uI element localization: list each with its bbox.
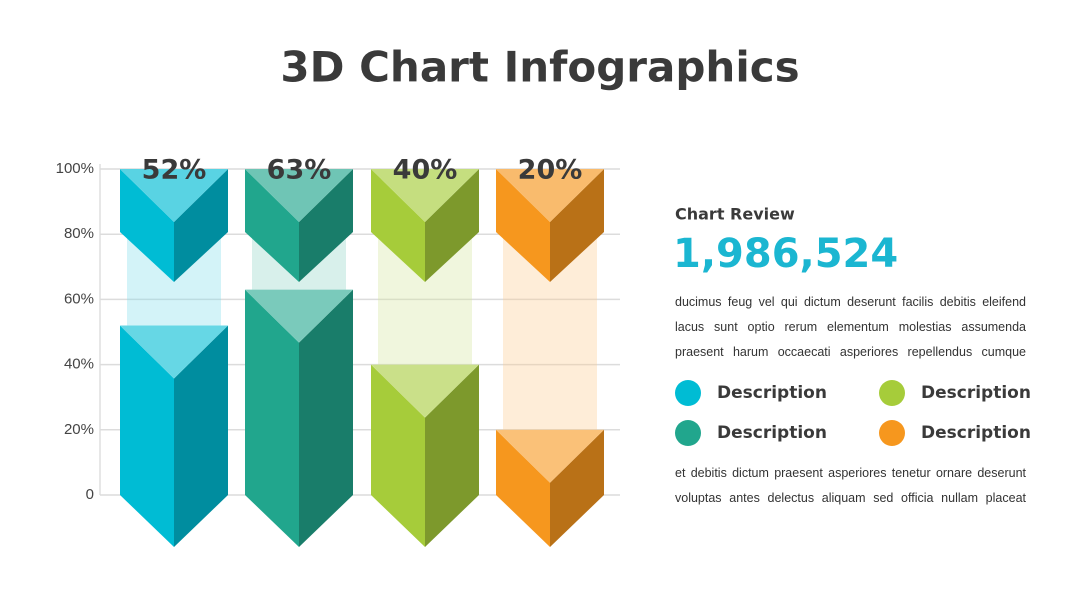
bar-cap-left — [245, 169, 299, 282]
bar-right — [174, 325, 228, 547]
bar-cap-top — [245, 169, 353, 222]
legend-label: Description — [921, 423, 1031, 443]
value-label: 52% — [142, 155, 207, 186]
text-line: praesent harum occaecati asperiores repe… — [675, 345, 1026, 359]
bar-group — [371, 169, 479, 547]
bar-cap-top — [496, 169, 604, 222]
bar-right — [299, 289, 353, 547]
y-tick-label: 0 — [86, 486, 94, 503]
panel-total: 1,986,524 — [673, 231, 898, 277]
bar-left — [496, 429, 550, 547]
legend-swatch — [675, 380, 701, 406]
bar-cap-top — [120, 169, 228, 222]
bar-group — [245, 169, 353, 547]
legend-label: Description — [717, 383, 827, 403]
legend-swatch — [879, 420, 905, 446]
y-tick-label: 80% — [64, 225, 94, 242]
y-tick-label: 40% — [64, 356, 94, 373]
panel-heading: Chart Review — [675, 205, 795, 224]
panel-note: et debitis dictum praesent asperiores te… — [675, 461, 1026, 511]
legend-label: Description — [717, 423, 827, 443]
bar-top — [371, 364, 479, 418]
legend-swatch — [675, 420, 701, 446]
bar-cap-right — [550, 169, 604, 282]
bar-left — [371, 364, 425, 547]
text-line: ducimus feug vel qui dictum deserunt fac… — [675, 295, 1026, 309]
bar-top — [245, 289, 353, 343]
value-label: 40% — [393, 155, 458, 186]
bar-right — [425, 364, 479, 547]
bar-group — [496, 169, 604, 547]
bar-cap-left — [496, 169, 550, 282]
bar-group — [120, 169, 228, 547]
bar-top — [496, 429, 604, 483]
bar-top — [120, 325, 228, 379]
bar-left — [245, 289, 299, 547]
bar-cap-left — [371, 169, 425, 282]
bar-cap-right — [299, 169, 353, 282]
bar-left — [120, 325, 174, 547]
panel-text: ducimus feug vel qui dictum deserunt fac… — [675, 290, 1026, 365]
y-tick-label: 20% — [64, 421, 94, 438]
bar-cap-right — [174, 169, 228, 282]
value-label: 63% — [267, 155, 332, 186]
legend-swatch — [879, 380, 905, 406]
bar-cap-right — [425, 169, 479, 282]
bar-cap-left — [120, 169, 174, 282]
y-tick-label: 60% — [64, 290, 94, 307]
y-tick-label: 100% — [56, 160, 94, 177]
bar-cap-top — [371, 169, 479, 222]
value-label: 20% — [518, 155, 583, 186]
slide-title: 3D Chart Infographics — [280, 43, 799, 92]
text-line: voluptas antes delectus aliquam sed offi… — [675, 491, 1026, 505]
text-line: et debitis dictum praesent asperiores te… — [675, 466, 1026, 480]
legend-label: Description — [921, 383, 1031, 403]
text-line: lacus sunt optio rerum elementum molesti… — [675, 320, 1026, 334]
bar-right — [550, 429, 604, 547]
